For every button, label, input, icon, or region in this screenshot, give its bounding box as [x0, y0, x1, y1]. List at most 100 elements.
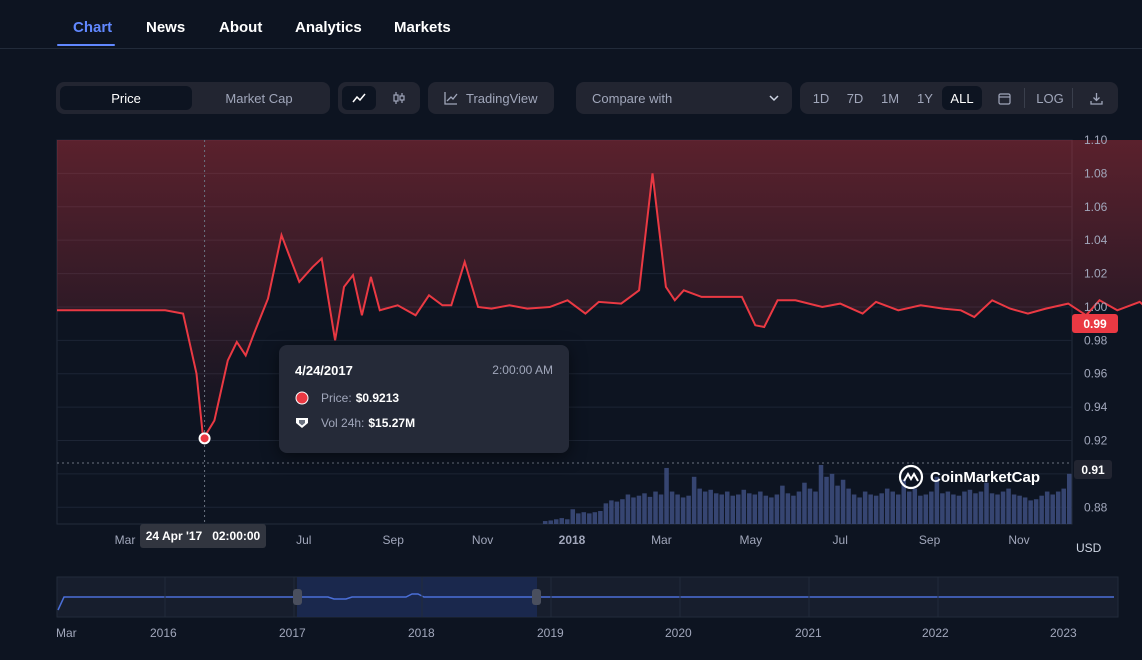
- price-chart[interactable]: 1.10 1.08 1.06 1.04 1.02 1.00 0.98 0.96 0.94 0.92…: [0, 130, 1142, 630]
- range-1m-button[interactable]: 1M: [880, 90, 900, 106]
- tab-analytics[interactable]: Analytics: [295, 19, 362, 36]
- volume-bar: [587, 513, 592, 524]
- volume-bar: [780, 485, 785, 524]
- tooltip-price-value: $0.9213: [355, 391, 400, 405]
- volume-bar: [802, 482, 807, 524]
- x-tick-label: Jul: [296, 533, 311, 547]
- red-dot-icon: [295, 391, 309, 405]
- navigator-year-label: 2019: [537, 626, 564, 640]
- y-tick-label: 0.98: [1084, 333, 1108, 347]
- volume-bar: [879, 493, 884, 524]
- navigator-right-handle[interactable]: [532, 589, 541, 605]
- volume-bar: [984, 482, 989, 524]
- volume-bar: [658, 494, 664, 524]
- tradingview-button[interactable]: TradingView: [428, 82, 554, 114]
- volume-bar: [967, 489, 973, 524]
- volume-bar: [956, 495, 962, 524]
- range-navigator[interactable]: [56, 576, 1119, 618]
- navigator-year-label: 2023: [1050, 626, 1077, 640]
- shield-icon: [296, 418, 308, 428]
- range-7d-button[interactable]: 7D: [846, 90, 864, 106]
- y-tick-label: 0.96: [1084, 367, 1108, 381]
- watermark: CoinMarketCap: [898, 464, 1040, 490]
- volume-bar: [730, 495, 736, 524]
- volume-bar: [680, 497, 686, 524]
- calendar-icon[interactable]: [990, 86, 1018, 110]
- volume-bar: [835, 485, 840, 524]
- range-1y-button[interactable]: 1Y: [917, 90, 933, 106]
- download-icon[interactable]: [1082, 86, 1110, 110]
- volume-bar: [697, 488, 702, 524]
- volume-bar: [724, 491, 730, 524]
- x-tick-label: May: [739, 533, 762, 547]
- volume-bar: [763, 495, 769, 524]
- volume-bar: [1006, 488, 1011, 524]
- volume-bar: [907, 491, 912, 524]
- tab-markets[interactable]: Markets: [394, 19, 451, 36]
- volume-bar: [791, 495, 796, 524]
- candlestick-icon[interactable]: [382, 86, 416, 110]
- x-tick-label: Jul: [833, 533, 848, 547]
- volume-bar: [1066, 473, 1072, 524]
- line-chart-icon[interactable]: [342, 86, 376, 110]
- volume-bar: [884, 488, 890, 524]
- volume-bar: [741, 489, 747, 524]
- volume-bar: [829, 473, 835, 524]
- log-toggle-button[interactable]: LOG: [1036, 90, 1064, 106]
- volume-bar: [857, 497, 862, 524]
- price-area: [57, 140, 1142, 439]
- x-tick-label: 2018: [559, 533, 586, 547]
- tab-chart[interactable]: Chart: [73, 19, 113, 36]
- volume-bar: [581, 512, 587, 524]
- price-button[interactable]: Price: [60, 86, 192, 110]
- volume-bar: [614, 501, 620, 524]
- y-tick-label: 0.92: [1084, 434, 1108, 448]
- navigator-left-handle[interactable]: [293, 589, 302, 605]
- volume-bar: [758, 491, 763, 524]
- volume-bar: [686, 495, 691, 524]
- volume-bar: [995, 494, 1000, 524]
- range-selector: 1D 7D 1M 1Y ALL LOG: [800, 82, 1118, 114]
- volume-bar: [576, 513, 581, 524]
- divider: [1072, 88, 1073, 108]
- volume-bar: [846, 488, 851, 524]
- navigator-year-label: 2018: [408, 626, 435, 640]
- active-tab-indicator: [57, 44, 115, 46]
- range-all-button[interactable]: ALL: [942, 86, 982, 110]
- navigator-year-label: 2021: [795, 626, 822, 640]
- chevron-down-icon: [769, 95, 779, 102]
- volume-bar: [713, 493, 719, 524]
- volume-bar: [901, 479, 907, 524]
- volume-bar: [1017, 495, 1022, 524]
- volume-bar: [868, 494, 873, 524]
- volume-bar: [862, 491, 868, 524]
- volume-bar: [813, 491, 818, 524]
- hover-price-badge: 0.91: [1074, 460, 1112, 479]
- y-tick-label: 1.00: [1084, 300, 1108, 314]
- y-tick-label: 1.08: [1084, 166, 1108, 180]
- volume-bars: [542, 465, 1072, 524]
- x-tick-label: Nov: [1008, 533, 1029, 547]
- tab-about[interactable]: About: [219, 19, 263, 36]
- volume-bar: [609, 500, 614, 524]
- volume-bar: [851, 494, 857, 524]
- volume-bar: [951, 494, 956, 524]
- coinmarketcap-logo-icon: [898, 464, 924, 490]
- compare-dropdown[interactable]: Compare with: [576, 82, 792, 114]
- divider: [1024, 88, 1025, 108]
- volume-bar: [702, 491, 708, 524]
- x-tick-label: Nov: [472, 533, 493, 547]
- y-tick-label: 1.10: [1084, 133, 1108, 147]
- market-cap-button[interactable]: Market Cap: [225, 90, 293, 106]
- x-tick-label: Sep: [919, 533, 941, 547]
- volume-bar: [940, 493, 945, 524]
- x-axis: Mar Jul Sep Nov 2018 Mar May Jul Sep Nov: [115, 533, 1030, 547]
- range-1d-button[interactable]: 1D: [812, 90, 830, 106]
- volume-bar: [1050, 494, 1055, 524]
- volume-bar: [675, 494, 680, 524]
- tooltip-volume-value: $15.27M: [368, 416, 416, 430]
- volume-bar: [691, 476, 697, 524]
- tab-news[interactable]: News: [146, 19, 186, 36]
- volume-bar: [636, 495, 642, 524]
- y-tick-label: 1.04: [1084, 233, 1108, 247]
